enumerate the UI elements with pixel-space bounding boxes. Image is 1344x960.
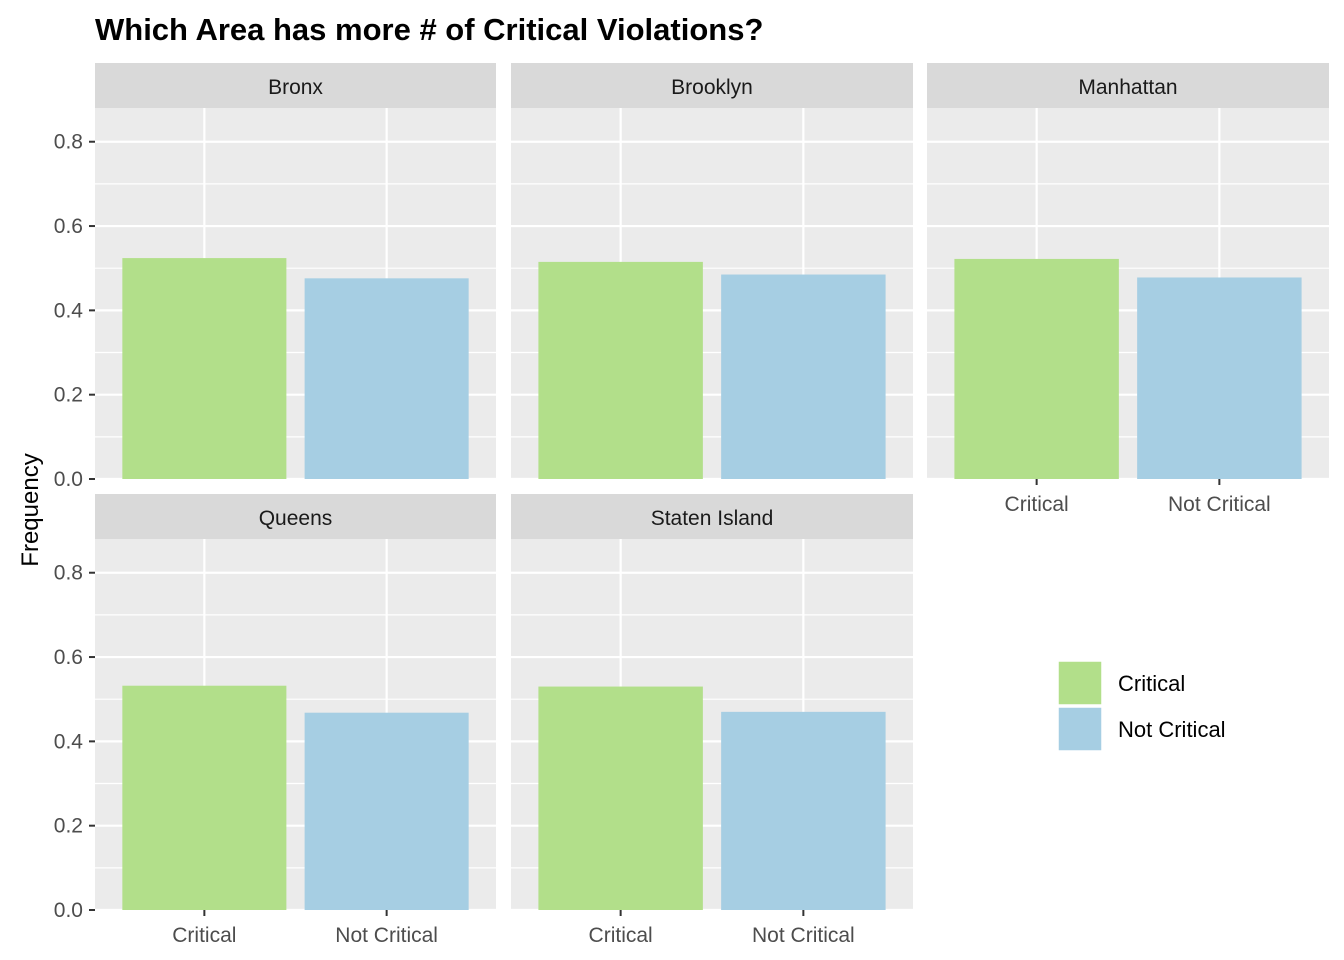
facet-strip-manhattan	[927, 63, 1329, 108]
facet-queens: Queens 0.0 0.2 0.4 0.6 0.8 Critical Not Critica…	[54, 494, 496, 947]
x-tick-label-queens-critical: Critical	[172, 924, 236, 947]
facet-strip-bronx	[95, 63, 496, 108]
facet-bronx: Bronx 0.0 0.2 0.4 0.6 0.8	[54, 63, 496, 491]
facet-strip-label-queens: Queens	[259, 507, 333, 530]
y-tick-label: 0.8	[54, 562, 83, 585]
y-tick-label: 0.0	[54, 468, 83, 491]
facet-strip-queens	[95, 494, 496, 539]
bar-brooklyn-not-critical	[721, 274, 886, 479]
x-tick-label-staten-island-not-critical: Not Critical	[752, 924, 855, 947]
legend: Critical Not Critical	[1057, 660, 1226, 752]
legend-key-critical	[1057, 660, 1103, 706]
bar-bronx-critical	[122, 258, 287, 479]
facet-strip-staten-island	[511, 494, 913, 539]
bar-bronx-not-critical	[304, 278, 469, 479]
facet-strip-label-bronx: Bronx	[268, 76, 323, 99]
bar-queens-not-critical	[304, 712, 469, 910]
x-tick-label-manhattan-critical: Critical	[1005, 493, 1069, 516]
y-axis-title: Frequency	[17, 453, 44, 566]
y-tick-label: 0.2	[54, 815, 83, 838]
facet-panels: Bronx 0.0 0.2 0.4 0.6 0.8 Brooklyn Manhattan Cri…	[54, 63, 1329, 947]
y-tick-label: 0.2	[54, 384, 83, 407]
bar-brooklyn-critical	[538, 261, 703, 479]
facet-strip-label-staten-island: Staten Island	[651, 507, 774, 530]
facet-staten-island: Staten Island Critical Not Critical	[511, 494, 913, 947]
y-tick-label: 0.4	[54, 730, 84, 753]
legend-label-critical: Critical	[1118, 671, 1185, 696]
facet-strip-label-brooklyn: Brooklyn	[671, 76, 753, 99]
y-tick-label: 0.0	[54, 899, 83, 922]
facet-strip-brooklyn	[511, 63, 913, 108]
facet-brooklyn: Brooklyn	[511, 63, 913, 481]
facet-strip-label-manhattan: Manhattan	[1078, 76, 1177, 99]
bar-manhattan-not-critical	[1137, 277, 1302, 479]
bar-staten-island-critical	[538, 686, 703, 910]
bar-staten-island-not-critical	[721, 711, 886, 910]
bar-queens-critical	[122, 685, 287, 910]
y-tick-label: 0.6	[54, 646, 83, 669]
legend-key-not-critical	[1057, 706, 1103, 752]
y-tick-label: 0.8	[54, 131, 83, 154]
x-tick-label-staten-island-critical: Critical	[589, 924, 653, 947]
bar-manhattan-critical	[954, 258, 1119, 479]
chart-title: Which Area has more # of Critical Violat…	[95, 12, 763, 47]
legend-label-not-critical: Not Critical	[1118, 717, 1226, 742]
facet-manhattan: Manhattan Critical Not Critical	[927, 63, 1329, 516]
x-tick-label-queens-not-critical: Not Critical	[335, 924, 438, 947]
x-tick-label-manhattan-not-critical: Not Critical	[1168, 493, 1271, 516]
y-tick-label: 0.6	[54, 215, 83, 238]
y-tick-label: 0.4	[54, 299, 84, 322]
